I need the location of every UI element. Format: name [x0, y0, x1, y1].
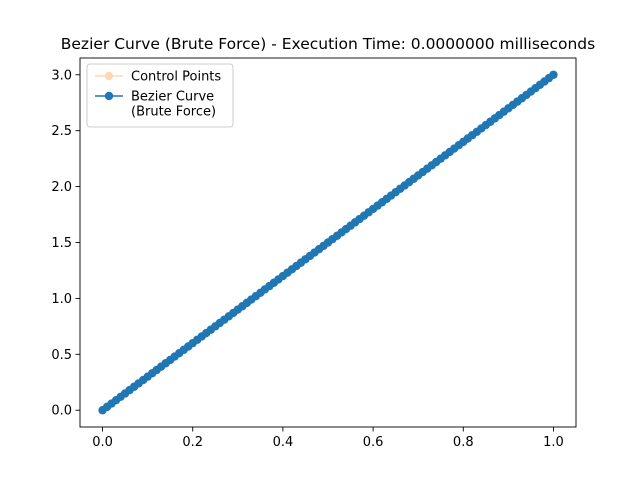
y-tick-label-4: 2.0: [51, 180, 72, 195]
series-1-point-100: [549, 70, 558, 79]
legend-label-1: Bezier Curve (Brute Force): [131, 90, 216, 120]
legend-label-0: Control Points: [131, 70, 221, 85]
x-tick-label-0: 0.0: [92, 435, 113, 450]
y-tick-label-3: 1.5: [51, 236, 72, 251]
y-tick-label-5: 2.5: [51, 124, 72, 139]
x-tick-label-4: 0.8: [453, 435, 474, 450]
chart-title: Bezier Curve (Brute Force) - Execution T…: [61, 35, 595, 53]
y-tick-label-2: 1.0: [51, 292, 72, 307]
y-tick-label-1: 0.5: [51, 348, 72, 363]
y-tick-label-6: 3.0: [51, 68, 72, 83]
legend-marker-1: [104, 91, 114, 101]
x-tick-label-3: 0.6: [363, 435, 384, 450]
plot-area: [98, 70, 558, 415]
x-tick-label-2: 0.4: [273, 435, 294, 450]
x-tick-label-1: 0.2: [182, 435, 203, 450]
x-tick-label-5: 1.0: [543, 435, 564, 450]
legend-marker-0: [104, 71, 114, 81]
legend-box: [86, 63, 234, 128]
legend: Control Points Bezier Curve (Brute Force): [86, 63, 234, 128]
axes: 0.0 0.2 0.4 0.6 0.8 1.0 0.0 0.5 1.0 1.5 2.0 2.5 3.0: [51, 57, 577, 450]
y-tick-label-0: 0.0: [51, 404, 72, 419]
